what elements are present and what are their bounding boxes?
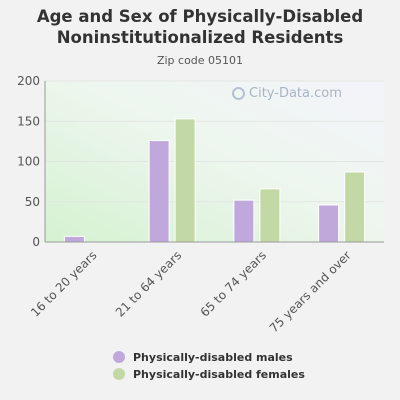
bar-males	[318, 204, 340, 243]
y-tick-label: 100	[17, 155, 40, 169]
legend-item-females: Physically-disabled females	[113, 366, 305, 382]
bar-males	[148, 140, 170, 243]
bar-males	[233, 199, 255, 243]
y-tick-label: 150	[17, 114, 40, 128]
legend-label-males: Physically-disabled males	[133, 350, 293, 364]
legend: Physically-disabled males Physically-dis…	[113, 349, 305, 383]
magnifier-icon	[232, 87, 245, 100]
y-tick-label: 200	[17, 74, 40, 88]
legend-label-females: Physically-disabled females	[133, 367, 305, 381]
bar-females	[259, 188, 281, 243]
legend-swatch-females	[113, 368, 125, 380]
y-tick-label: 50	[25, 195, 40, 209]
chart-subtitle: Zip code 05101	[156, 54, 244, 67]
bar-females	[344, 171, 366, 243]
watermark-text: City-Data.com	[249, 86, 342, 101]
legend-swatch-males	[113, 351, 125, 363]
x-tick-label: 16 to 20 years	[28, 248, 99, 319]
watermark: City-Data.com	[232, 86, 342, 101]
chart-title: Age and Sex of Physically-Disabled Nonin…	[36, 7, 364, 47]
x-tick-label: 75 years and over	[267, 248, 354, 335]
bar-females	[174, 118, 196, 243]
x-tick-label: 65 to 74 years	[198, 248, 269, 319]
y-tick-label: 0	[32, 235, 40, 249]
bar-males	[63, 235, 85, 243]
x-tick-label: 21 to 64 years	[113, 248, 184, 319]
legend-item-males: Physically-disabled males	[113, 349, 305, 365]
